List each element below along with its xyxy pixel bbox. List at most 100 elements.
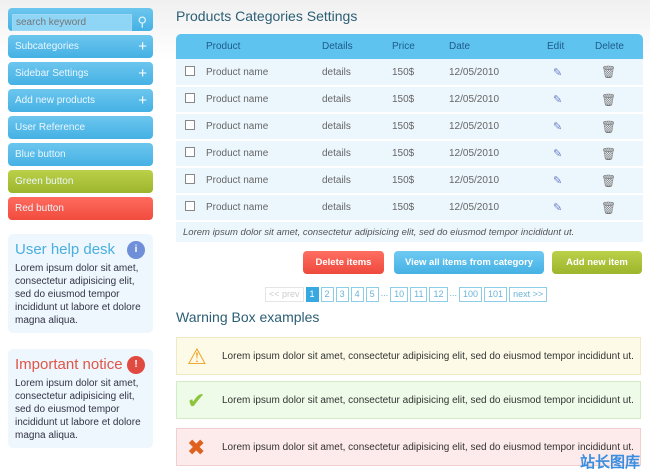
table-footer: Lorem ipsum dolor sit amet, consectetur … [176,221,643,244]
sidebar-item[interactable]: Subcategories + [8,35,153,58]
sidebar-item[interactable]: Red button [8,197,153,220]
trash-icon[interactable]: 🗑 [601,200,617,215]
edit-icon[interactable]: ✎ [553,66,563,79]
table-row: Product name details 150$ 12/05/2010 ✎ 🗑 [176,86,643,114]
sidebar-item-label: Red button [15,203,64,214]
page-link[interactable]: 10 [390,287,409,302]
success-box: ✔ Lorem ipsum dolor sit amet, consectetur… [176,381,641,419]
row-checkbox[interactable] [185,120,195,130]
page-link[interactable]: 3 [335,287,349,302]
edit-icon[interactable]: ✎ [553,175,563,187]
trash-icon[interactable]: 🗑 [601,92,617,107]
product-name: Product name [206,113,322,141]
row-checkbox[interactable] [185,93,195,103]
page-link[interactable]: 101 [484,287,508,302]
next-page[interactable]: next >> [509,287,548,302]
error-box: ✖ Lorem ipsum dolor sit amet, consectetur… [176,428,641,466]
sidebar-item[interactable]: Sidebar Settings + [8,62,153,85]
error-text: Lorem ipsum dolor sit amet, consectetur … [222,442,634,453]
price: 150$ [392,86,449,114]
page-title: Products Categories Settings [176,8,358,24]
col-price: Price [392,34,449,59]
alert-icon: ! [127,356,145,374]
error-icon: ✖ [187,435,206,460]
success-text: Lorem ipsum dolor sit amet, consectetur … [222,395,634,406]
edit-icon[interactable]: ✎ [553,202,563,214]
product-name: Product name [206,194,322,222]
search-bar: ⚲ [8,8,153,31]
details: details [322,194,392,222]
trash-icon[interactable]: 🗑 [601,65,617,79]
page-link[interactable]: 12 [429,287,448,302]
sidebar-item[interactable]: Add new products + [8,89,153,112]
delete-items-button[interactable]: Delete items [303,251,384,274]
plus-icon[interactable]: + [138,38,147,55]
details: details [322,113,392,141]
page-link[interactable]: 100 [459,287,483,302]
edit-icon[interactable]: ✎ [553,121,563,133]
col-edit: Edit [547,34,595,59]
date: 12/05/2010 [449,59,547,87]
edit-icon[interactable]: ✎ [553,148,563,160]
table-row: Product name details 150$ 12/05/2010 ✎ 🗑 [176,113,643,141]
watermark-logo: 站长图库 [579,454,640,471]
sidebar-item[interactable]: Green button [8,170,153,193]
row-checkbox[interactable] [185,174,195,184]
details: details [322,167,392,195]
sidebar-item-label: User Reference [15,122,86,133]
page-link[interactable]: 2 [320,287,334,302]
sidebar-item-label: Add new products [15,95,96,106]
plus-icon[interactable]: + [138,65,147,82]
search-icon[interactable]: ⚲ [137,14,147,29]
date: 12/05/2010 [449,86,547,114]
edit-icon[interactable]: ✎ [553,94,563,106]
date: 12/05/2010 [449,194,547,222]
sidebar-item[interactable]: Blue button [8,143,153,166]
col-delete: Delete [595,34,643,59]
warning-box: ⚠ Lorem ipsum dolor sit amet, consectetur… [176,337,641,375]
table-row: Product name details 150$ 12/05/2010 ✎ 🗑 [176,167,643,195]
page-link[interactable]: 5 [365,287,379,302]
date: 12/05/2010 [449,113,547,141]
row-checkbox[interactable] [185,65,195,76]
sidebar-item-label: Subcategories [15,41,79,52]
table-row: Product name details 150$ 12/05/2010 ✎ 🗑 [176,59,643,87]
table-row: Product name details 150$ 12/05/2010 ✎ 🗑 [176,194,643,222]
help-desk-box: User help desk i Lorem ipsum dolor sit a… [8,234,153,333]
row-checkbox[interactable] [185,201,195,211]
notice-text: Lorem ipsum dolor sit amet, consectetur … [15,378,141,441]
warning-text: Lorem ipsum dolor sit amet, consectetur … [222,351,634,362]
help-title: User help desk [15,241,116,258]
pagination: << prev 1 2 3 4 5... 10 11 12... 100 101 next >> [265,287,548,302]
trash-icon[interactable]: 🗑 [601,173,617,188]
search-input[interactable] [12,14,132,31]
sidebar-item-label: Green button [15,176,74,187]
add-new-item-button[interactable]: Add new item [552,251,642,274]
page-link[interactable]: 4 [350,287,364,302]
product-name: Product name [206,167,322,195]
col-select [176,34,206,59]
sidebar-item-label: Sidebar Settings [15,68,89,79]
row-checkbox[interactable] [185,147,195,157]
date: 12/05/2010 [449,140,547,168]
prev-page[interactable]: << prev [265,287,304,302]
price: 150$ [392,167,449,195]
product-name: Product name [206,59,322,87]
details: details [322,86,392,114]
sidebar-item[interactable]: User Reference [8,116,153,139]
view-all-button[interactable]: View all items from category [394,251,544,274]
product-name: Product name [206,86,322,114]
page-link[interactable]: 1 [305,287,319,302]
trash-icon[interactable]: 🗑 [601,146,617,161]
check-icon: ✔ [187,388,206,413]
price: 150$ [392,140,449,168]
details: details [322,59,392,87]
important-notice-box: Important notice ! Lorem ipsum dolor sit… [8,349,153,448]
price: 150$ [392,113,449,141]
price: 150$ [392,194,449,222]
details: details [322,140,392,168]
page-link[interactable]: 11 [410,287,428,302]
plus-icon[interactable]: + [138,92,147,109]
trash-icon[interactable]: 🗑 [601,119,617,134]
product-name: Product name [206,140,322,168]
